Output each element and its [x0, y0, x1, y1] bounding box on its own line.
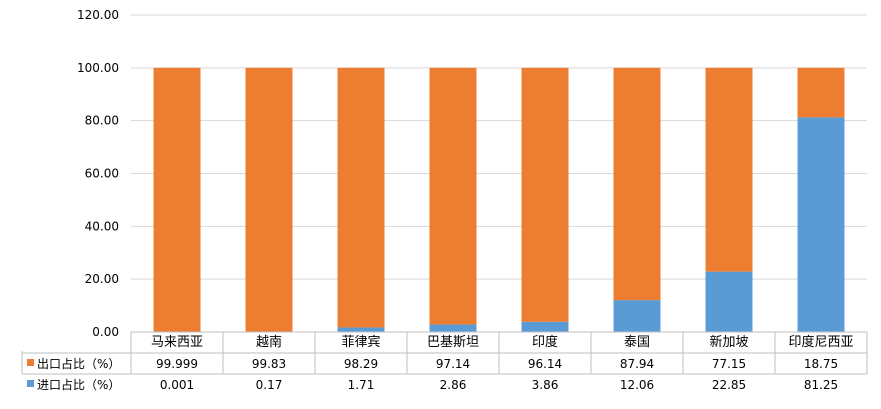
bar-import-6 [706, 272, 753, 332]
y-tick-label-5: 100.00 [77, 61, 119, 75]
y-tick-label-2: 40.00 [85, 219, 119, 233]
bar-export-6 [706, 68, 753, 272]
x-tick-label-6: 新加坡 [709, 334, 748, 350]
legend-label-import: 进口占比（%） [37, 377, 120, 392]
data-label-export-6: 77.15 [712, 357, 746, 371]
x-tick-label-1: 越南 [256, 334, 282, 350]
bar-import-5 [614, 300, 661, 332]
data-label-export-1: 99.83 [252, 357, 286, 371]
data-label-import-6: 22.85 [712, 378, 746, 392]
legend-swatch-export [27, 359, 34, 366]
bar-export-7 [798, 68, 845, 118]
data-label-export-2: 98.29 [344, 357, 378, 371]
bar-import-3 [430, 324, 477, 332]
data-label-export-4: 96.14 [528, 357, 562, 371]
bar-export-2 [338, 68, 385, 328]
data-label-export-5: 87.94 [620, 357, 654, 371]
x-tick-label-7: 印度尼西亚 [788, 334, 853, 350]
bar-import-2 [338, 327, 385, 332]
bar-export-4 [522, 68, 569, 322]
data-label-export-0: 99.999 [156, 357, 198, 371]
data-label-import-1: 0.17 [256, 378, 283, 392]
data-label-import-3: 2.86 [440, 378, 467, 392]
x-tick-label-4: 印度 [532, 334, 558, 350]
x-tick-label-2: 菲律宾 [341, 334, 380, 350]
bar-export-0 [154, 68, 201, 332]
bar-import-7 [798, 117, 845, 332]
legend-label-export: 出口占比（%） [37, 356, 120, 371]
y-tick-label-3: 60.00 [85, 167, 119, 181]
data-label-export-3: 97.14 [436, 357, 470, 371]
y-tick-label-0: 0.00 [92, 325, 119, 339]
y-tick-label-1: 20.00 [85, 272, 119, 286]
data-label-import-5: 12.06 [620, 378, 654, 392]
data-label-import-2: 1.71 [348, 378, 375, 392]
data-label-import-4: 3.86 [532, 378, 559, 392]
x-tick-label-3: 巴基斯坦 [427, 335, 479, 350]
bar-export-5 [614, 68, 661, 300]
data-label-export-7: 18.75 [804, 357, 838, 371]
bar-export-1 [246, 68, 293, 332]
data-label-import-7: 81.25 [804, 378, 838, 392]
data-label-import-0: 0.001 [160, 378, 194, 392]
x-tick-label-5: 泰国 [624, 335, 650, 350]
bar-import-4 [522, 322, 569, 332]
x-tick-label-0: 马来西亚 [151, 335, 203, 350]
bar-export-3 [430, 68, 477, 325]
y-tick-label-6: 120.00 [77, 8, 119, 22]
y-tick-label-4: 80.00 [85, 114, 119, 128]
legend-swatch-import [27, 380, 34, 387]
